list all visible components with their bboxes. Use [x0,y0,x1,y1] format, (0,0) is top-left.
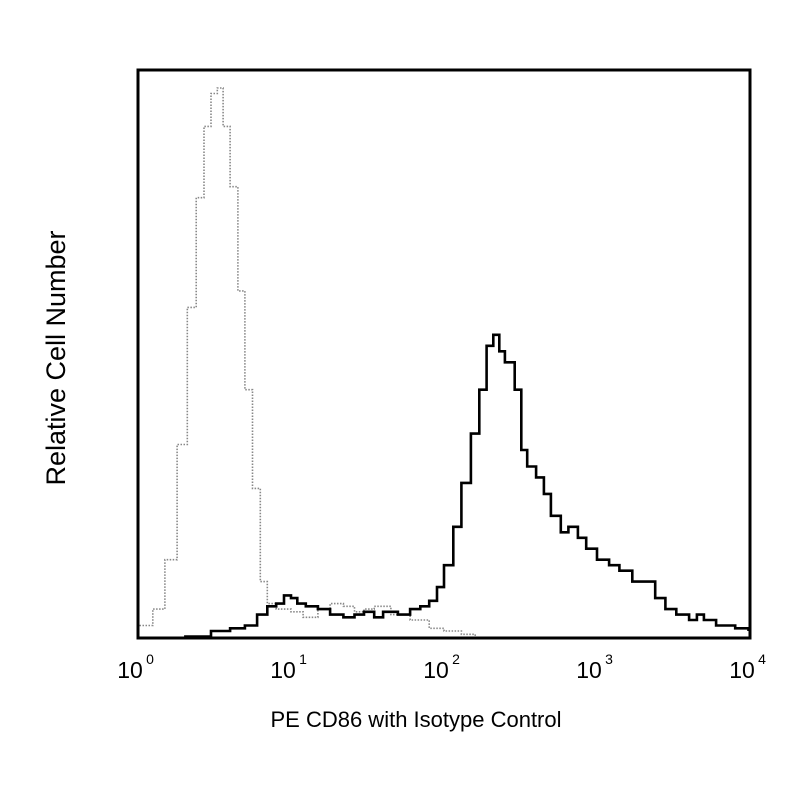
x-tick-label: 10 [423,657,449,683]
x-tick-exponent: 0 [146,651,154,667]
x-tick-exponent: 3 [605,651,613,667]
x-tick-exponent: 4 [758,651,766,667]
x-axis-ticks: 10 0 10 1 10 2 10 3 10 4 [117,651,766,683]
x-tick-label: 10 [729,657,755,683]
x-tick-label: 10 [117,657,143,683]
isotype-control-histogram [139,87,476,637]
plot-area [136,68,752,640]
x-tick-exponent: 2 [452,651,460,667]
x-tick-label: 10 [576,657,602,683]
pe-cd86-histogram [184,333,750,638]
x-tick-exponent: 1 [299,651,307,667]
x-axis-label: PE CD86 with Isotype Control [270,707,561,732]
plot-frame [136,68,752,640]
y-axis-label: Relative Cell Number [41,230,71,485]
series-layer [139,87,750,638]
x-tick-label: 10 [270,657,296,683]
